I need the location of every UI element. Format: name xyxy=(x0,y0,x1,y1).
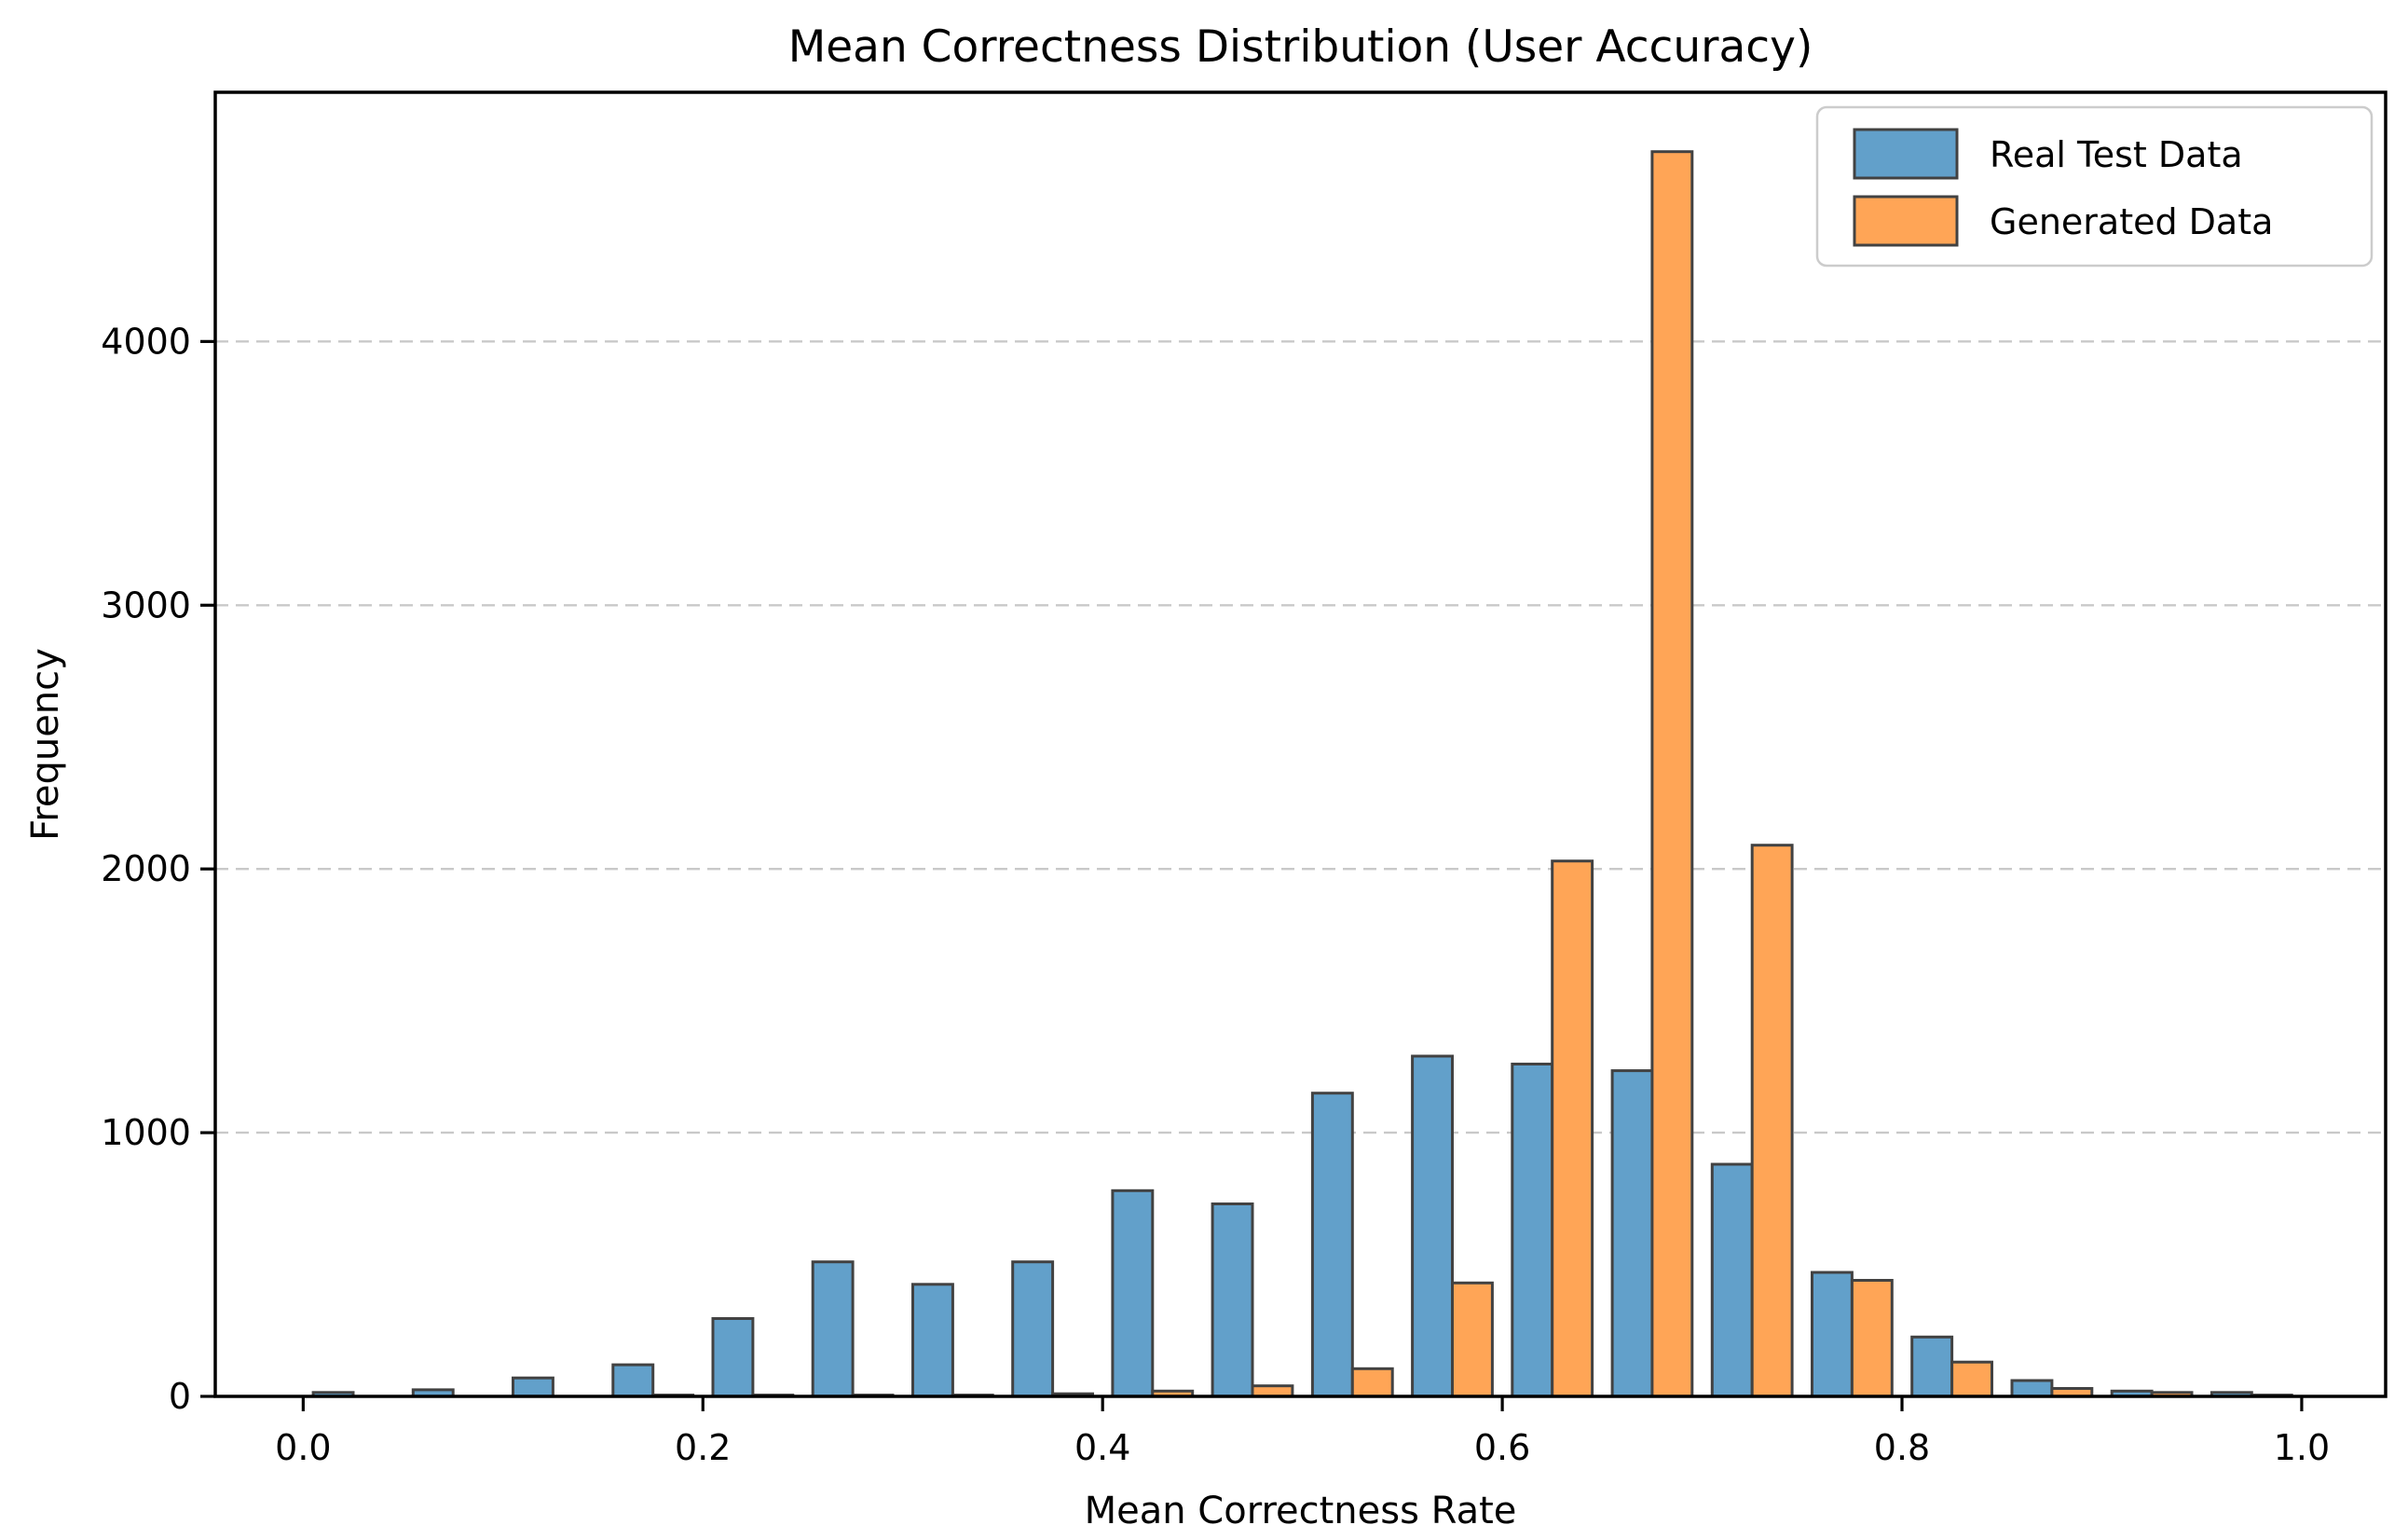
bar-real-test-data xyxy=(512,1376,554,1398)
bar-generated-data xyxy=(1950,1360,1994,1398)
plot-area xyxy=(215,92,2386,1396)
y-axis-label: Frequency xyxy=(24,648,67,841)
chart-title: Mean Correctness Distribution (User Accu… xyxy=(788,21,1813,73)
x-tick-label: 0.0 xyxy=(275,1427,331,1468)
x-tick-label: 0.2 xyxy=(675,1427,731,1468)
x-axis-label: Mean Correctness Rate xyxy=(1085,1490,1517,1532)
bar-generated-data xyxy=(1750,844,1794,1398)
bar-real-test-data xyxy=(1511,1063,1554,1398)
legend-swatch-real-test-data xyxy=(1853,128,1959,180)
x-tick-label: 0.4 xyxy=(1074,1427,1130,1468)
legend-label-generated-data: Generated Data xyxy=(1990,201,2273,242)
bar-generated-data xyxy=(1451,1281,1494,1398)
bar-generated-data xyxy=(1850,1279,1894,1398)
y-tick-label: 1000 xyxy=(101,1112,191,1153)
y-tick-label: 3000 xyxy=(101,584,191,625)
y-tick-label: 2000 xyxy=(101,848,191,889)
bar-real-test-data xyxy=(711,1317,755,1398)
bar-real-test-data xyxy=(1310,1092,1354,1398)
axes-spines xyxy=(213,90,2387,1398)
bar-real-test-data xyxy=(611,1363,655,1398)
legend-swatch-generated-data xyxy=(1853,195,1959,247)
bar-real-test-data xyxy=(1411,1054,1454,1398)
y-tick-label: 0 xyxy=(169,1376,191,1417)
y-tick-label: 4000 xyxy=(101,321,191,362)
bar-real-test-data xyxy=(811,1260,855,1398)
bar-real-test-data xyxy=(2010,1379,2054,1398)
bar-real-test-data xyxy=(1011,1260,1055,1398)
bar-real-test-data xyxy=(1910,1335,1954,1398)
bar-real-test-data xyxy=(1111,1189,1155,1398)
bar-real-test-data xyxy=(1610,1069,1654,1398)
legend-label-real-test-data: Real Test Data xyxy=(1990,134,2243,175)
bar-real-test-data xyxy=(1211,1202,1254,1398)
bar-generated-data xyxy=(1650,150,1694,1398)
bar-real-test-data xyxy=(1710,1162,1754,1398)
x-tick-label: 0.8 xyxy=(1874,1427,1930,1468)
x-tick-label: 0.6 xyxy=(1474,1427,1530,1468)
bar-real-test-data xyxy=(911,1283,954,1398)
bar-real-test-data xyxy=(1811,1271,1854,1398)
bar-generated-data xyxy=(1551,859,1594,1398)
x-tick-label: 1.0 xyxy=(2274,1427,2330,1468)
bar-generated-data xyxy=(1350,1367,1394,1398)
